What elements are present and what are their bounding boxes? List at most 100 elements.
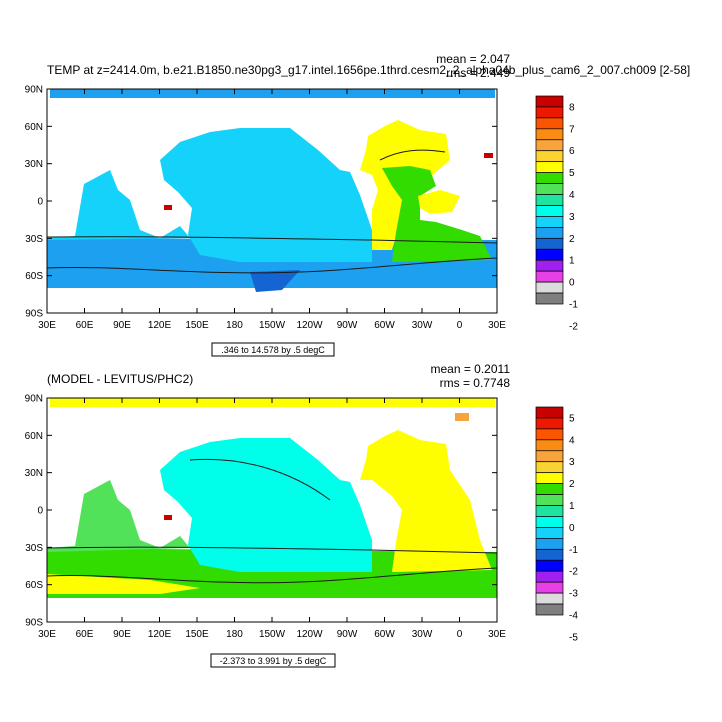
colorbar-label-1-4: 4 (569, 190, 575, 201)
colorbar-swatch-1-15 (535, 259, 564, 272)
colorbar-swatch-1-10 (535, 205, 564, 217)
x-tick-label-1-3: 120E (148, 320, 172, 331)
x-tick-label-2-4: 150E (185, 629, 209, 640)
contour-line-2c (189, 458, 331, 501)
colorbar-label-2-9: -4 (569, 611, 578, 622)
colorbar-swatch-1-17 (535, 281, 564, 294)
contour-line-1a (47, 236, 497, 244)
colorbar-label-2-8: -3 (569, 589, 578, 600)
y-tick-label-2-0: 90N (25, 394, 43, 405)
colorbar-label-2-5: 0 (569, 523, 575, 534)
colorbar-swatch-1-5 (535, 150, 564, 163)
x-tick-label-2-7: 120W (296, 629, 323, 640)
indian-ocean-field-1 (47, 170, 190, 240)
colorbar-swatch-1-7 (535, 172, 564, 184)
colorbar-label-1-0: 8 (569, 102, 575, 113)
x-tick-label-1-9: 60W (374, 320, 395, 331)
chart-title-1: TEMP at z=2414.0m, b.e21.B1850.ne30pg3_g… (47, 63, 690, 77)
x-tick-label-2-6: 150W (259, 629, 286, 640)
colorbar-swatch-1-0 (535, 95, 564, 108)
colorbar-label-1-10: -2 (569, 321, 578, 332)
orange-patch-2 (455, 413, 469, 421)
x-tick-label-2-2: 90E (113, 629, 131, 640)
pacific-ocean-field-1 (160, 128, 372, 262)
contour-line-1b (47, 257, 497, 274)
colorbar-label-1-5: 3 (569, 212, 575, 223)
mean-label-1: mean = 2.047 (436, 52, 510, 66)
contour-info-box-2 (210, 653, 336, 668)
colorbar-swatch-2-7 (535, 483, 564, 495)
x-tick-label-1-8: 90W (337, 320, 358, 331)
colorbar-swatch-2-1 (535, 417, 564, 430)
colorbar-swatch-2-6 (535, 472, 564, 484)
colorbar-swatch-1-6 (535, 161, 564, 173)
colorbar-swatch-1-12 (535, 227, 564, 239)
panel-2-map (47, 398, 497, 598)
southern-ocean-field-1 (47, 238, 497, 288)
y-tick-label-2-1: 60N (25, 431, 43, 442)
panel-2-axes: 30E 60E 90E 120E 150E 180 150W 120W 90W 60W 30W 0 30… (25, 394, 507, 641)
colorbar-label-1-3: 5 (569, 168, 575, 179)
y-tick-label-1-3: 0 (37, 197, 43, 208)
colorbar-label-2-0: 5 (569, 413, 575, 424)
colorbar-swatch-1-8 (535, 183, 564, 195)
x-tick-label-1-11: 0 (457, 320, 463, 331)
colorbar-swatch-2-18 (535, 603, 564, 616)
x-tick-label-1-2: 90E (113, 320, 131, 331)
colorbar-swatch-2-8 (535, 494, 564, 506)
y-tick-label-1-4: 30S (25, 234, 43, 245)
y-tick-label-2-5: 60S (25, 580, 43, 591)
colorbar-swatch-2-17 (535, 592, 564, 605)
colorbar-label-2-10: -5 (569, 632, 578, 643)
colorbar-label-1-9: -1 (569, 300, 578, 311)
x-tick-label-1-7: 120W (296, 320, 323, 331)
rms-label-1: rms = 2.449 (446, 66, 510, 80)
panel-1-map (47, 89, 497, 292)
chart-title-2: (MODEL - LEVITUS/PHC2) (47, 372, 193, 386)
atlantic-field-2 (360, 430, 492, 572)
colorbar-swatch-2-16 (535, 581, 564, 594)
atlantic-gulf-field-1 (418, 190, 460, 214)
colorbar-label-2-1: 4 (569, 435, 575, 446)
colorbar-swatch-2-4 (535, 450, 564, 463)
x-tick-label-2-3: 120E (148, 629, 172, 640)
y-tick-label-2-2: 30N (25, 468, 43, 479)
panel-2: 30E 60E 90E 120E 150E 180 150W 120W 90W 60W 30W 0 30… (25, 394, 507, 641)
colorbar-swatch-2-15 (535, 570, 564, 583)
x-tick-label-2-12: 30E (488, 629, 506, 640)
colorbar-label-1-6: 2 (569, 234, 575, 245)
x-tick-label-2-5: 180 (226, 629, 243, 640)
colorbar-swatch-2-5 (535, 461, 564, 474)
contour-info-2: -2.373 to 3.991 by .5 degC (220, 656, 327, 666)
colorbar-label-1-7: 1 (569, 256, 575, 267)
contour-info-boxes: .346 to 14.578 by .5 degC -2.373 to 3.99… (210, 342, 336, 668)
y-tick-label-1-2: 30N (25, 159, 43, 170)
contour-line-2a (47, 546, 497, 554)
x-tick-label-1-6: 150W (259, 320, 286, 331)
y-tick-label-2-6: 90S (25, 618, 43, 629)
panel-1-axes: 30E 60E 90E 120E 150E 180 150W 120W 90W 60W 30W 0 30… (25, 85, 507, 332)
colorbar-swatch-1-9 (535, 194, 564, 206)
colorbar-swatch-1-3 (535, 128, 564, 141)
atlantic-south-field-1 (382, 166, 492, 262)
colorbar-swatch-2-13 (535, 548, 564, 561)
colorbar-swatch-2-11 (535, 527, 564, 539)
colorbar-swatch-2-3 (535, 439, 564, 452)
colorbar-swatch-1-11 (535, 216, 564, 228)
contour-info-box-1 (211, 342, 335, 357)
mean-label-2: mean = 0.2011 (430, 362, 510, 376)
southern-yellow-band-2 (47, 574, 200, 594)
x-tick-label-2-0: 30E (38, 629, 56, 640)
indian-ocean-field-2 (47, 480, 190, 552)
y-tick-label-2-3: 0 (37, 506, 43, 517)
contour-info-1: .346 to 14.578 by .5 degC (221, 345, 325, 355)
x-tick-label-2-11: 0 (457, 629, 463, 640)
x-tick-label-1-5: 180 (226, 320, 243, 331)
y-tick-label-1-5: 60S (25, 271, 43, 282)
colorbar-swatch-1-4 (535, 139, 564, 152)
y-tick-label-1-0: 90N (25, 85, 43, 96)
colorbar-swatch-2-10 (535, 516, 564, 528)
colorbar-label-2-3: 2 (569, 479, 575, 490)
colorbar-swatch-2-0 (535, 406, 564, 419)
